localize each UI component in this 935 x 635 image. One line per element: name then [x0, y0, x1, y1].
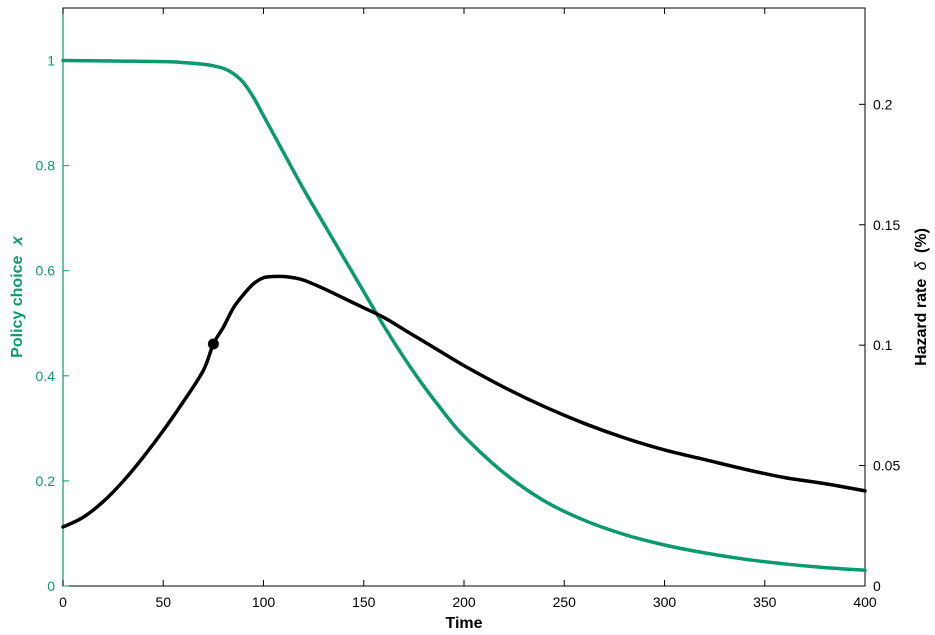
left-tick-label: 1	[47, 53, 55, 69]
x-tick-label: 100	[252, 594, 276, 610]
right-tick-label: 0.05	[873, 458, 900, 474]
right-axis-title-symbol: δ	[913, 260, 930, 270]
policy-choice-line	[61, 58, 867, 572]
right-axis-title-unit: (%)	[913, 228, 930, 253]
right-tick-label: 0.2	[873, 96, 893, 112]
right-axis-ticks: 0 0.05 0.1 0.15 0.2	[859, 96, 900, 594]
x-axis-ticks: 0 50 100 150 200 250 300 350 400	[59, 8, 877, 610]
left-axis-title: Policy choice x	[9, 235, 26, 358]
right-tick-label: 0.15	[873, 217, 900, 233]
left-axis-ticks: 0 0.2 0.4 0.6 0.8 1	[36, 53, 69, 594]
hazard-rate-marker	[207, 338, 219, 350]
right-tick-label: 0	[873, 578, 881, 594]
x-tick-label: 150	[352, 594, 376, 610]
x-tick-label: 50	[155, 594, 171, 610]
left-tick-label: 0.6	[36, 263, 56, 279]
series-markers	[207, 338, 219, 350]
x-tick-label: 350	[753, 594, 777, 610]
right-axis-title-text: Hazard rate	[913, 279, 930, 366]
series-lines	[61, 58, 867, 572]
plot-frame	[62, 7, 866, 587]
left-tick-label: 0.8	[36, 158, 56, 174]
left-tick-label: 0	[47, 578, 55, 594]
x-tick-label: 300	[653, 594, 677, 610]
x-tick-label: 200	[452, 594, 476, 610]
x-axis-title: Time	[445, 615, 482, 632]
left-tick-label: 0.4	[36, 368, 56, 384]
right-tick-label: 0.1	[873, 337, 893, 353]
x-tick-label: 400	[853, 594, 877, 610]
x-tick-label: 250	[553, 594, 577, 610]
left-tick-label: 0.2	[36, 473, 56, 489]
left-axis-title-text: Policy choice	[9, 255, 26, 357]
x-tick-label: 0	[59, 594, 67, 610]
left-axis-title-symbol: x	[9, 235, 26, 246]
hazard-rate-line	[61, 274, 867, 529]
right-axis-title: Hazard rate δ (%)	[913, 228, 930, 366]
